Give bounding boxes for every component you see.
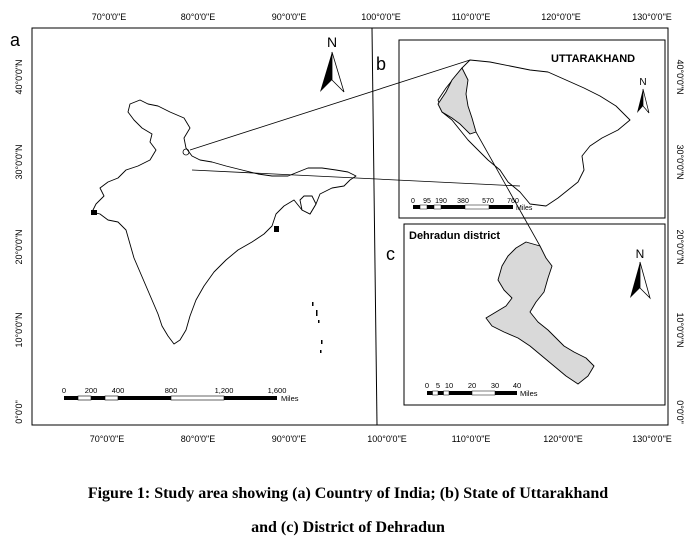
- lat-label-left: 20°0'0"N: [14, 229, 24, 264]
- dehradun-in-uttarakhand: [437, 67, 477, 135]
- longitude-labels-top: 70°0'0"E 80°0'0"E 90°0'0"E 100°0'0"E 110…: [92, 12, 672, 22]
- lon-label-bottom: 120°0'0"E: [543, 434, 583, 444]
- scale-tick-label: 1,200: [215, 386, 234, 395]
- scale-tick-label: 20: [468, 381, 476, 390]
- scale-tick-label: 1,600: [268, 386, 287, 395]
- lon-label-top: 120°0'0"E: [541, 12, 581, 22]
- lon-label-bottom: 70°0'0"E: [90, 434, 125, 444]
- lat-label-left: 10°0'0"N: [14, 312, 24, 347]
- latitude-labels-left: 40°0'0"N 30°0'0"N 20°0'0"N 10°0'0"N 0°0'…: [14, 59, 24, 423]
- north-arrow-label: N: [636, 247, 645, 261]
- lat-label-right: 0°0'0": [675, 400, 685, 424]
- lat-label-right: 40°0'0"N: [675, 59, 685, 94]
- north-arrow-a: N: [320, 34, 345, 93]
- panel-b-title: UTTARAKHAND: [551, 53, 635, 65]
- lat-label-right: 30°0'0"N: [675, 144, 685, 179]
- figure-caption-line-2: and (c) District of Dehradun: [251, 519, 445, 536]
- map-frame: [31, 27, 669, 426]
- uttarakhand-outline: [437, 59, 631, 207]
- panel-a-letter: a: [10, 30, 21, 50]
- scale-bar-dehradun: 0 5 10 20 30 40 Miles: [425, 381, 538, 398]
- scale-tick-label: 0: [62, 386, 66, 395]
- lon-label-top: 130°0'0"E: [632, 12, 672, 22]
- scale-tick-label: 30: [491, 381, 499, 390]
- scale-tick-label: 5: [436, 381, 440, 390]
- scale-tick-label: 570: [482, 198, 494, 205]
- scale-unit: Miles: [520, 389, 538, 398]
- scale-tick-label: 0: [425, 381, 429, 390]
- scale-tick-label: 400: [112, 386, 125, 395]
- scale-tick-label: 760: [507, 198, 519, 205]
- scale-tick-label: 800: [165, 386, 178, 395]
- lat-label-right: 20°0'0"N: [675, 229, 685, 264]
- scale-tick-label: 0: [411, 198, 415, 205]
- scale-tick-label: 40: [513, 381, 521, 390]
- connector-lines: [189, 59, 541, 247]
- lon-label-bottom: 130°0'0"E: [632, 434, 672, 444]
- lon-label-bottom: 80°0'0"E: [181, 434, 216, 444]
- scale-tick-label: 95: [423, 198, 431, 205]
- lon-label-top: 80°0'0"E: [181, 12, 216, 22]
- lat-label-right: 10°0'0"N: [675, 312, 685, 347]
- andaman-islands: [312, 302, 323, 353]
- lon-label-top: 110°0'0"E: [452, 12, 491, 22]
- scale-unit: Miles: [516, 205, 533, 212]
- lon-label-top: 90°0'0"E: [272, 12, 307, 22]
- north-arrow-label: N: [327, 34, 337, 50]
- dehradun-outline: [485, 241, 595, 385]
- panel-b-letter: b: [376, 54, 386, 74]
- longitude-labels-bottom: 70°0'0"E 80°0'0"E 90°0'0"E 100°0'0"E 110…: [90, 434, 672, 444]
- lon-label-top: 100°0'0"E: [361, 12, 401, 22]
- lon-label-bottom: 100°0'0"E: [367, 434, 407, 444]
- uttarakhand-marker-on-india: [182, 148, 190, 156]
- figure-caption-line-1: Figure 1: Study area showing (a) Country…: [87, 485, 609, 502]
- scale-bar-uttarakhand: 0 95 190 380 570 760 Miles: [411, 198, 533, 212]
- scale-unit: Miles: [281, 394, 299, 403]
- scale-bar-india: 0 200 400 800 1,200 1,600 Miles: [62, 386, 299, 403]
- scale-tick-label: 380: [457, 198, 469, 205]
- north-arrow-label: N: [639, 77, 646, 88]
- lon-label-bottom: 110°0'0"E: [452, 434, 491, 444]
- panel-c-title: Dehradun district: [409, 230, 500, 242]
- highlight-regions: [91, 210, 279, 232]
- north-arrow-b: N: [637, 77, 650, 114]
- scale-tick-label: 10: [445, 381, 453, 390]
- lon-label-bottom: 90°0'0"E: [272, 434, 307, 444]
- scale-tick-label: 200: [85, 386, 98, 395]
- india-outline: [91, 99, 357, 345]
- panel-c-letter: c: [386, 244, 395, 264]
- india-northeast: [299, 195, 317, 215]
- lat-label-left: 30°0'0"N: [14, 144, 24, 179]
- latitude-labels-right: 40°0'0"N 30°0'0"N 20°0'0"N 10°0'0"N 0°0'…: [675, 59, 685, 423]
- lat-label-left: 40°0'0"N: [14, 59, 24, 94]
- north-arrow-c: N: [630, 247, 651, 300]
- panel-divider: [371, 27, 378, 426]
- scale-tick-label: 190: [435, 198, 447, 205]
- lon-label-top: 70°0'0"E: [92, 12, 127, 22]
- lat-label-left: 0°0'0": [14, 400, 24, 424]
